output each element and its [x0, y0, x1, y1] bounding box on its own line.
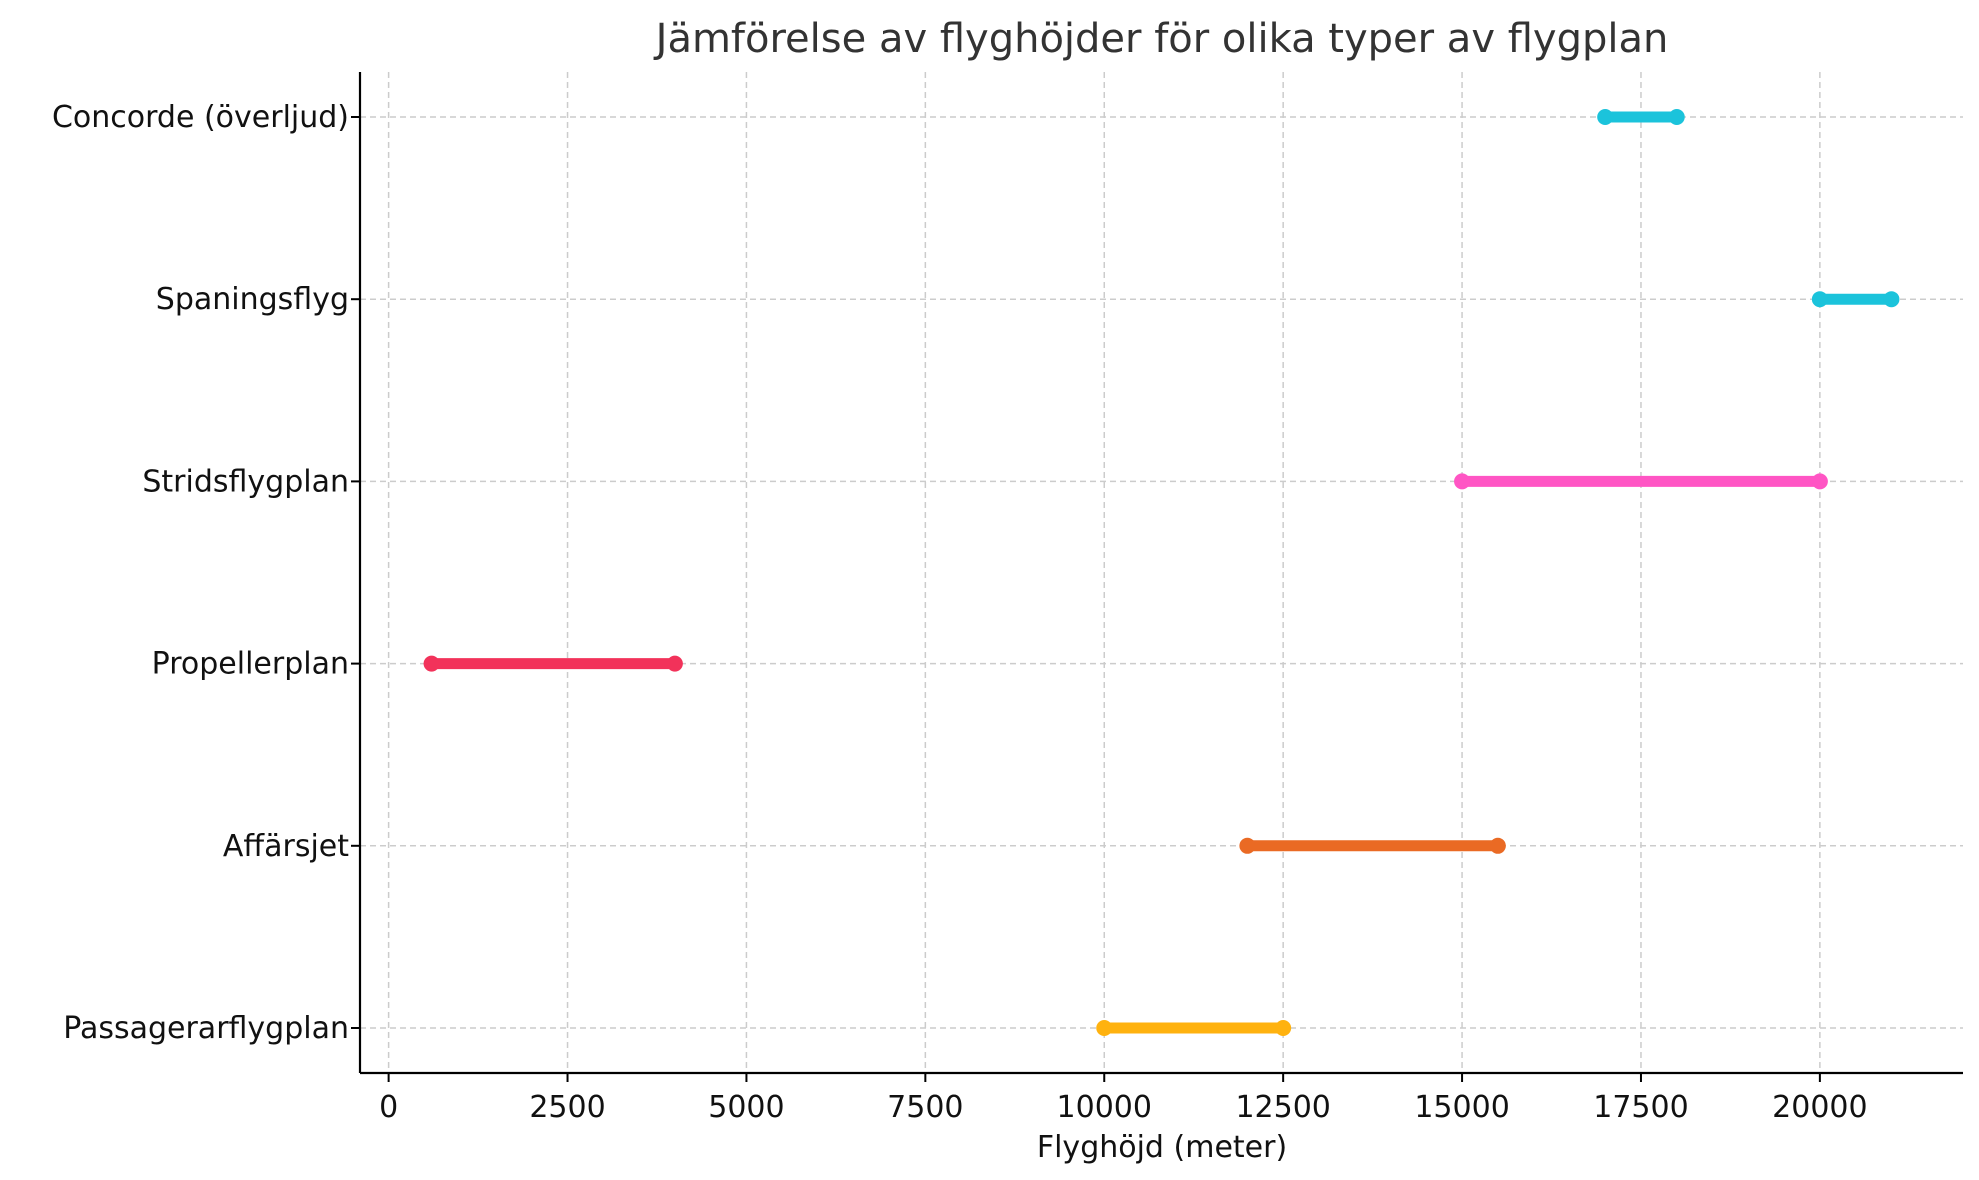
grid-layer [360, 72, 1963, 1073]
range-max-point [1668, 109, 1685, 125]
x-tick-label: 15000 [1414, 1090, 1509, 1125]
x-tick-label: 10000 [1057, 1090, 1152, 1125]
y-tick-label: Stridsflygplan [142, 464, 349, 499]
range-min-point [423, 655, 440, 672]
range-max-point [1275, 1020, 1292, 1036]
range-max-point [666, 655, 683, 672]
range-bar [1811, 291, 1900, 308]
range-min-point [1454, 473, 1471, 490]
x-tick-label: 12500 [1235, 1090, 1330, 1125]
axes-layer: 0 2500 5000 7500 10000 12500 15000 17500 20000 Pa… [52, 72, 1963, 1125]
y-tick-label: Passagerarflygplan [63, 1011, 349, 1046]
x-tick-label: 2500 [529, 1090, 605, 1125]
x-tick-label: 7500 [887, 1090, 963, 1125]
range-bar [1096, 1020, 1292, 1036]
y-tick-label: Propellerplan [152, 647, 349, 682]
range-min-point [1597, 109, 1614, 125]
range-bar [1239, 837, 1506, 854]
range-min-point [1096, 1020, 1113, 1036]
range-min-point [1239, 837, 1256, 854]
x-axis-label: Flyghöjd (meter) [1037, 1130, 1287, 1165]
x-tick-label: 0 [379, 1090, 398, 1125]
y-tick-label: Spaningsflyg [156, 282, 349, 317]
chart-title: Jämförelse av flyghöjder för olika typer… [653, 16, 1669, 62]
range-bar [423, 655, 683, 672]
range-bar [1597, 109, 1685, 125]
y-tick-label: Concorde (överljud) [52, 100, 349, 135]
x-tick-label: 5000 [708, 1090, 784, 1125]
x-tick-label: 17500 [1593, 1090, 1688, 1125]
range-max-point [1883, 291, 1900, 308]
range-max-point [1811, 473, 1828, 490]
x-tick-label: 20000 [1772, 1090, 1867, 1125]
range-bar [1454, 473, 1828, 490]
series-layer [423, 109, 1900, 1036]
range-max-point [1489, 837, 1506, 854]
y-tick-label: Affärsjet [223, 829, 349, 864]
range-min-point [1811, 291, 1828, 308]
